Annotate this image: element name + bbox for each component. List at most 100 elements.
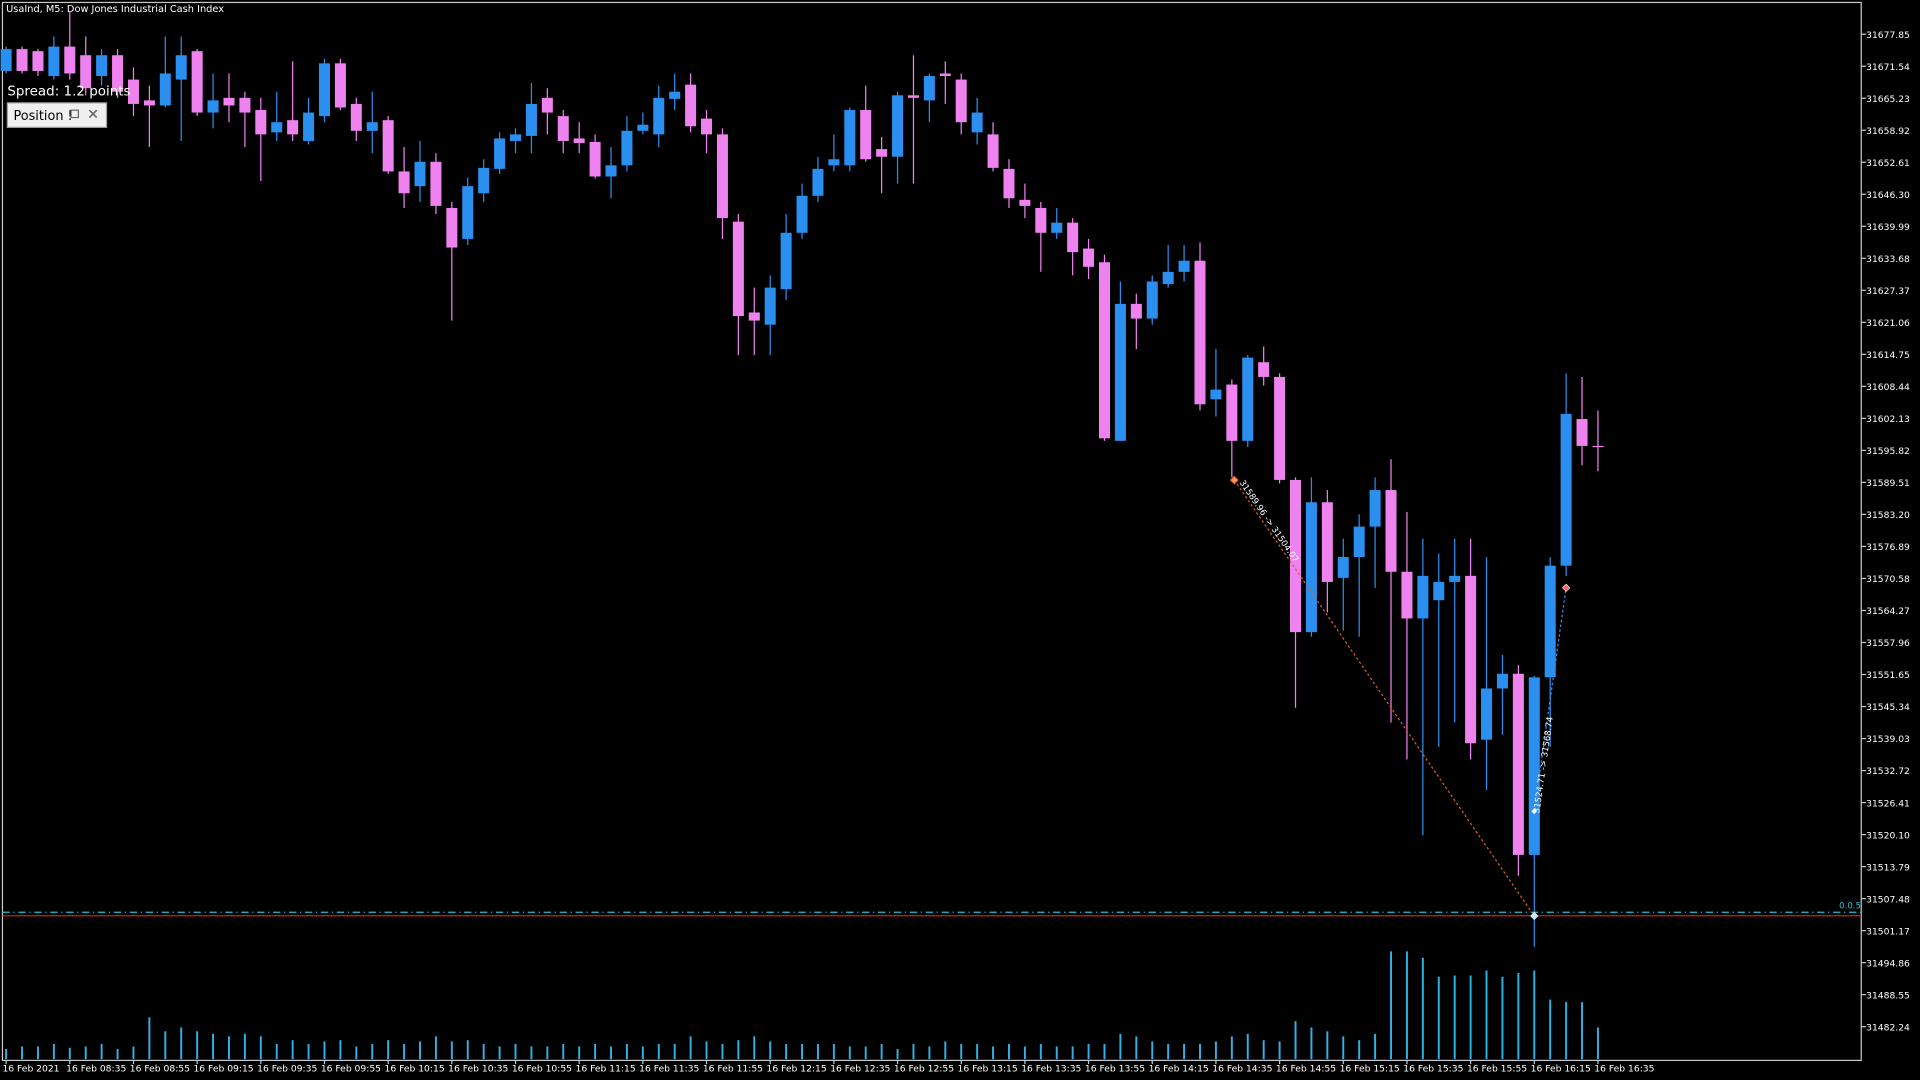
- y-tick-label: 31646.30: [1866, 190, 1910, 201]
- candle-body: [1496, 673, 1508, 689]
- candle-body: [0, 49, 12, 71]
- y-tick-label: 31501.17: [1866, 926, 1910, 937]
- position-button[interactable]: Position !: [6, 102, 108, 128]
- candle-body: [175, 55, 187, 80]
- candle-body: [207, 100, 219, 113]
- y-tick-label: 31677.85: [1866, 30, 1910, 41]
- y-tick-label: 31608.44: [1866, 382, 1910, 393]
- x-tick-label: 16 Feb 09:35: [257, 1063, 317, 1074]
- candle-body: [1242, 357, 1254, 441]
- x-tick-label: 16 Feb 11:35: [639, 1063, 699, 1074]
- candle-body: [1083, 248, 1095, 267]
- candle-body: [780, 232, 792, 290]
- button-bg[interactable]: [6, 102, 108, 128]
- candle-body: [557, 116, 569, 141]
- candle-body: [541, 97, 553, 113]
- candle-body: [1512, 673, 1524, 855]
- candle-body: [382, 120, 394, 172]
- candle-body: [191, 51, 203, 113]
- trade-exit-marker: [1562, 583, 1571, 592]
- candle-body: [446, 207, 458, 248]
- x-tick-label: 16 Feb 14:35: [1212, 1063, 1272, 1074]
- candle-body: [1592, 445, 1604, 448]
- x-tick-label: 16 Feb 16:35: [1594, 1063, 1654, 1074]
- y-tick-label: 31532.72: [1866, 766, 1910, 777]
- candle-body: [1465, 575, 1477, 744]
- candle-body: [1162, 271, 1174, 285]
- candle-body: [923, 76, 935, 101]
- candle-body: [812, 168, 824, 196]
- candle-body: [32, 51, 44, 71]
- candle-body: [96, 55, 108, 77]
- candle-body: [48, 46, 60, 77]
- x-tick-label: 16 Feb 08:55: [130, 1063, 190, 1074]
- x-tick-label: 16 Feb 14:55: [1276, 1063, 1336, 1074]
- candle-body: [318, 63, 330, 117]
- candle-body: [1481, 688, 1493, 740]
- y-tick-label: 31589.51: [1866, 478, 1910, 489]
- candle-body: [621, 130, 633, 166]
- x-tick-label: 16 Feb 08:35: [66, 1063, 126, 1074]
- candle-body: [637, 124, 649, 131]
- y-tick-label: 31652.61: [1866, 158, 1910, 169]
- x-tick-label: 16 Feb 11:55: [703, 1063, 763, 1074]
- candle-body: [1290, 479, 1302, 633]
- x-tick-label: 16 Feb 14:15: [1149, 1063, 1209, 1074]
- y-tick-label: 31482.24: [1866, 1022, 1910, 1033]
- candle-body: [16, 49, 28, 71]
- y-tick-label: 31494.86: [1866, 958, 1910, 969]
- candle-body: [494, 138, 506, 169]
- candle-body: [159, 73, 171, 106]
- candle-body: [1321, 502, 1333, 582]
- candle-body: [414, 161, 426, 187]
- x-tick-label: 16 Feb 12:35: [830, 1063, 890, 1074]
- candle-body: [1337, 557, 1349, 578]
- y-tick-label: 31520.10: [1866, 830, 1910, 841]
- candle-body: [732, 221, 744, 317]
- candle-body: [1560, 413, 1572, 566]
- candle-body: [478, 167, 490, 194]
- candle-body: [1130, 303, 1142, 319]
- x-tick-label: 16 Feb 13:15: [958, 1063, 1018, 1074]
- y-tick-label: 31583.20: [1866, 510, 1910, 521]
- candle-body: [1146, 281, 1158, 319]
- x-tick-label: 16 Feb 10:35: [448, 1063, 508, 1074]
- restore-icon[interactable]: [70, 109, 79, 119]
- candle-body: [1210, 389, 1222, 400]
- x-tick-label: 16 Feb 09:15: [193, 1063, 253, 1074]
- candle-body: [334, 63, 346, 108]
- y-tick-label: 31602.13: [1866, 414, 1910, 425]
- candle-body: [1067, 222, 1079, 253]
- y-tick-label: 31633.68: [1866, 254, 1910, 265]
- candle-body: [255, 110, 267, 135]
- y-tick-label: 31526.41: [1866, 798, 1910, 809]
- candle-body: [939, 73, 951, 77]
- y-tick-label: 31614.75: [1866, 350, 1910, 361]
- candle-body: [653, 97, 665, 135]
- y-tick-label: 31627.37: [1866, 286, 1910, 297]
- candle-body: [1051, 222, 1063, 233]
- x-tick-label: 16 Feb 11:15: [576, 1063, 636, 1074]
- candle-body: [1353, 526, 1365, 558]
- y-tick-label: 31665.23: [1866, 94, 1910, 105]
- x-tick-label: 16 Feb 15:35: [1403, 1063, 1463, 1074]
- candle-body: [1576, 419, 1588, 446]
- candle-body: [955, 79, 967, 123]
- close-icon[interactable]: [88, 109, 98, 119]
- candle-body: [860, 110, 872, 160]
- candle-body: [525, 103, 537, 136]
- candle-body: [796, 195, 808, 233]
- y-tick-label: 31621.06: [1866, 318, 1910, 329]
- candle-body: [1385, 490, 1397, 572]
- y-tick-label: 31513.79: [1866, 862, 1910, 873]
- candle-body: [239, 97, 251, 113]
- spread-label: Spread: 1.2 points: [7, 85, 130, 100]
- y-tick-label: 31551.65: [1866, 670, 1910, 681]
- button-label[interactable]: Position !: [13, 109, 72, 124]
- x-tick-label: 16 Feb 09:55: [321, 1063, 381, 1074]
- candle-body: [716, 134, 728, 219]
- chart-title: UsaInd, M5: Dow Jones Industrial Cash In…: [6, 4, 224, 15]
- y-tick-label: 31545.34: [1866, 702, 1910, 713]
